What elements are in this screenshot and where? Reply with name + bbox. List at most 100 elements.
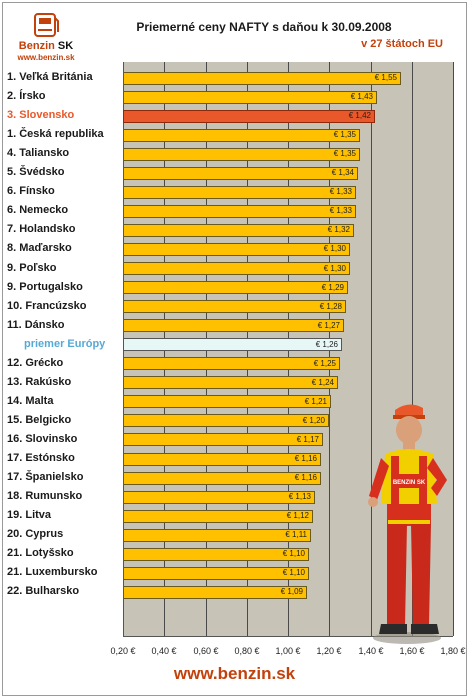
category-label: 13. Rakúsko xyxy=(7,376,72,388)
category-label: 21. Luxembursko xyxy=(7,566,98,578)
bar-value-label: € 1,16 xyxy=(294,473,317,482)
category-label: 9. Portugalsko xyxy=(7,281,83,293)
bar-value-label: € 1,10 xyxy=(282,568,305,577)
logo-brand: Benzin SK xyxy=(6,40,86,52)
bar xyxy=(123,472,321,485)
bar xyxy=(123,414,329,427)
gas-station-attendant-mascot: BENZIN SK xyxy=(368,404,447,644)
x-tick-label: 1,80 € xyxy=(440,646,466,656)
bar xyxy=(123,72,401,85)
bar-value-label: € 1,55 xyxy=(374,73,397,82)
category-label: 22. Bulharsko xyxy=(7,585,80,597)
bar-value-label: € 1,42 xyxy=(348,111,371,120)
bar-value-label: € 1,21 xyxy=(304,397,327,406)
bar xyxy=(123,205,356,218)
bar xyxy=(123,91,377,104)
category-label: 10. Francúzsko xyxy=(7,300,87,312)
bar xyxy=(123,586,307,599)
logo-url: www.benzin.sk xyxy=(17,53,75,62)
category-label: 6. Fínsko xyxy=(7,185,55,197)
x-tick-label: 1,20 € xyxy=(316,646,342,656)
x-tick-label: 0,40 € xyxy=(151,646,177,656)
category-label: 11. Dánsko xyxy=(7,319,65,331)
bar-value-label: € 1,28 xyxy=(319,302,342,311)
bar xyxy=(123,548,309,561)
footer-url: www.benzin.sk xyxy=(173,664,296,683)
gridline xyxy=(453,62,454,636)
bar-value-label: € 1,12 xyxy=(286,511,309,520)
value-axis-line xyxy=(123,636,453,637)
bar xyxy=(123,281,348,294)
bar xyxy=(123,567,309,580)
logo-brand-suffix: SK xyxy=(57,40,74,52)
bar xyxy=(123,224,354,237)
category-label: 16. Slovinsko xyxy=(7,433,78,445)
bar-value-label: € 1,13 xyxy=(288,492,311,501)
bar xyxy=(123,262,350,275)
category-label: 5. Švédsko xyxy=(7,166,65,178)
bar-value-label: € 1,33 xyxy=(329,206,352,215)
category-label: 6. Nemecko xyxy=(7,204,69,216)
x-tick-label: 1,40 € xyxy=(358,646,384,656)
bar-value-label: € 1,30 xyxy=(323,264,346,273)
category-label: 17. Španielsko xyxy=(7,471,84,483)
bar-value-label: € 1,11 xyxy=(285,530,307,539)
bar-value-label: € 1,09 xyxy=(280,587,303,596)
logo-brand-text: Benzin xyxy=(18,40,55,52)
bar-value-label: € 1,26 xyxy=(315,340,338,349)
chart-title: Priemerné ceny NAFTY s daňou k 30.09.200… xyxy=(136,20,392,34)
mascot-shirt-text: BENZIN SK xyxy=(393,480,426,486)
category-label-average: priemer Európy xyxy=(24,338,106,350)
category-label: 1. Veľká Británia xyxy=(7,71,93,83)
category-label: 21. Lotyšsko xyxy=(7,547,74,559)
bar-value-label: € 1,30 xyxy=(323,244,346,253)
category-label: 18. Rumunsko xyxy=(7,490,83,502)
chart-subtitle: v 27 štátoch EU xyxy=(361,38,443,50)
gridline xyxy=(412,62,413,636)
bar xyxy=(123,491,315,504)
category-label: 15. Belgicko xyxy=(7,414,72,426)
bar-value-label: € 1,10 xyxy=(282,549,305,558)
category-label: 4. Taliansko xyxy=(7,147,70,159)
bar xyxy=(123,186,356,199)
bar xyxy=(123,357,340,370)
bar xyxy=(123,319,344,332)
bar-value-label: € 1,35 xyxy=(333,149,356,158)
category-label: 19. Litva xyxy=(7,509,52,521)
bar xyxy=(123,510,313,523)
bar-value-label: € 1,16 xyxy=(294,454,317,463)
bar-value-label: € 1,17 xyxy=(296,435,319,444)
bar xyxy=(123,129,360,142)
x-tick-label: 0,80 € xyxy=(234,646,260,656)
bar-value-label: € 1,29 xyxy=(321,283,344,292)
bar-value-label: € 1,27 xyxy=(317,321,340,330)
bar-value-label: € 1,32 xyxy=(327,225,350,234)
bar xyxy=(123,300,346,313)
bar-value-label: € 1,25 xyxy=(313,359,336,368)
category-label: 7. Holandsko xyxy=(7,223,76,235)
bar-value-label: € 1,35 xyxy=(333,130,356,139)
category-label: 3. Slovensko xyxy=(7,109,75,121)
benzin-logo: Benzin SK www.benzin.sk xyxy=(6,10,86,64)
bar-average xyxy=(123,338,342,351)
bar xyxy=(123,376,338,389)
category-label: 8. Maďarsko xyxy=(7,242,72,254)
category-label: 20. Cyprus xyxy=(7,528,64,540)
bar-highlight xyxy=(123,110,375,123)
bar xyxy=(123,529,311,542)
fuel-pump-logo-icon xyxy=(34,13,59,37)
bar-value-label: € 1,33 xyxy=(329,187,352,196)
bar-value-label: € 1,43 xyxy=(350,92,373,101)
category-label: 17. Estónsko xyxy=(7,452,75,464)
bar xyxy=(123,148,360,161)
x-tick-label: 1,60 € xyxy=(399,646,425,656)
gridline xyxy=(371,62,372,636)
bar xyxy=(123,395,331,408)
bar-value-label: € 1,20 xyxy=(302,416,325,425)
bar xyxy=(123,167,358,180)
category-label: 1. Česká republika xyxy=(7,128,104,140)
x-tick-label: 0,20 € xyxy=(110,646,136,656)
x-tick-label: 0,60 € xyxy=(193,646,219,656)
bar xyxy=(123,433,323,446)
bar-value-label: € 1,24 xyxy=(311,378,334,387)
